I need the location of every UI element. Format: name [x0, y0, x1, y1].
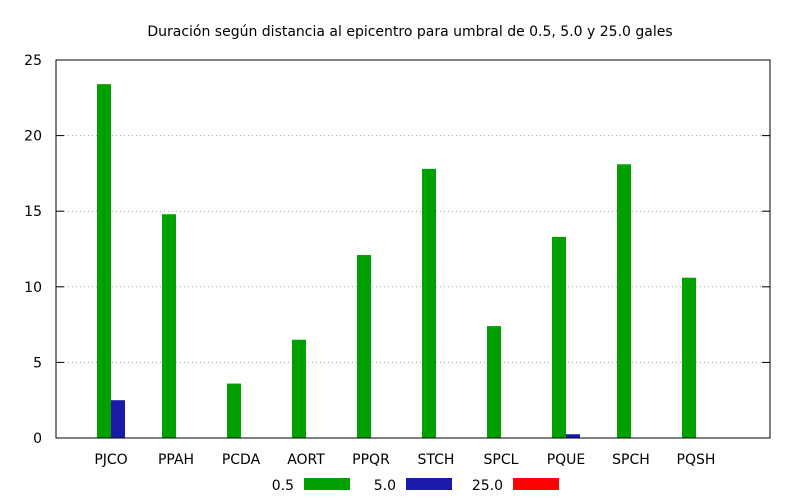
- bar-0.5-PQSH: [682, 277, 696, 438]
- legend-label: 5.0: [374, 478, 396, 494]
- x-tick-label: AORT: [287, 452, 325, 468]
- x-tick-label: PCDA: [222, 452, 261, 468]
- x-tick-label: PQUE: [547, 452, 586, 468]
- x-tick-label: SPCH: [612, 452, 650, 468]
- bars: [97, 84, 696, 438]
- bar-0.5-PCDA: [227, 383, 241, 438]
- bar-0.5-SPCL: [487, 326, 501, 438]
- y-tick-label: 0: [33, 431, 42, 447]
- bar-0.5-STCH: [422, 168, 436, 438]
- legend-label: 0.5: [272, 478, 294, 494]
- bar-0.5-PPQR: [357, 255, 371, 438]
- chart-title: Duración según distancia al epicentro pa…: [147, 24, 672, 40]
- legend-label: 25.0: [472, 478, 503, 494]
- x-tick-label: PPQR: [352, 452, 390, 468]
- bar-0.5-SPCH: [617, 164, 631, 438]
- plot-frame: [55, 59, 771, 439]
- legend-swatch: [304, 478, 350, 490]
- legend-swatch: [513, 478, 559, 490]
- bar-0.5-PJCO: [97, 84, 111, 438]
- y-tick-label: 15: [24, 204, 42, 220]
- y-tick-label: 10: [24, 280, 42, 296]
- x-tick-label: PJCO: [94, 452, 127, 468]
- bar-5.0-PJCO: [111, 400, 125, 438]
- x-tick-label: PPAH: [158, 452, 194, 468]
- y-tick-label: 25: [24, 53, 42, 69]
- legend: 0.5 5.0 25.0: [272, 478, 559, 494]
- bar-5.0-PQUE: [566, 434, 580, 438]
- y-axis: 0 5 10 15 20 25: [24, 53, 770, 447]
- y-tick-label: 20: [24, 129, 42, 145]
- x-tick-label: PQSH: [677, 452, 716, 468]
- bar-0.5-PQUE: [552, 236, 566, 438]
- grid: [56, 135, 770, 363]
- x-tick-label: STCH: [418, 452, 455, 468]
- bar-0.5-AORT: [292, 339, 306, 438]
- y-tick-label: 5: [33, 355, 42, 371]
- x-axis: PJCO PPAH PCDA AORT PPQR STCH SPCL PQUE SPCH PQSH: [94, 452, 715, 468]
- legend-swatch: [406, 478, 452, 490]
- x-tick-label: SPCL: [484, 452, 519, 468]
- bar-0.5-PPAH: [162, 214, 176, 438]
